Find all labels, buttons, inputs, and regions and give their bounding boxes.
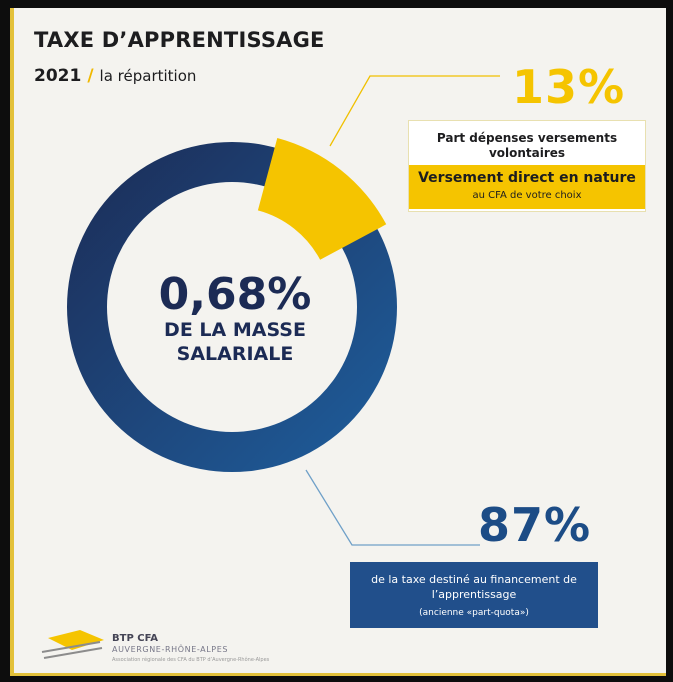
- apprenticeship-note: (ancienne «part-quota»): [419, 608, 529, 618]
- page-title: TAXE D’APPRENTISSAGE: [34, 28, 325, 52]
- percentage-13: 13%: [512, 60, 626, 114]
- connector-line-87: [305, 469, 480, 546]
- subtitle-label: la répartition: [99, 67, 197, 85]
- logo-tagline: Association régionale des CFA du BTP d’A…: [112, 657, 270, 663]
- logo-region: AUVERGNE-RHÔNE-ALPES: [112, 645, 229, 654]
- center-percentage: 0,68%: [158, 269, 312, 320]
- year: 2021: [34, 66, 82, 86]
- connector-line-13: [329, 75, 500, 147]
- center-line-2: SALARIALE: [176, 343, 294, 365]
- percentage-87: 87%: [478, 498, 592, 552]
- apprenticeship-info-box: de la taxe destiné au financement de l’a…: [350, 562, 598, 628]
- donut-segment-voluntary: [257, 137, 387, 260]
- voluntary-highlight: Versement direct en nature: [418, 170, 636, 186]
- slash-separator: /: [87, 66, 94, 86]
- subtitle: 2021/ la répartition: [34, 66, 196, 86]
- logo-name: BTP CFA: [112, 633, 159, 644]
- voluntary-detail: au CFA de votre choix: [472, 190, 582, 201]
- center-label: 0,68% DE LA MASSE SALARIALE: [120, 272, 350, 366]
- voluntary-title: Part dépenses versements volontaires: [436, 131, 618, 160]
- apprenticeship-text: de la taxe destiné au financement de l’a…: [371, 573, 577, 601]
- btp-cfa-logo-icon: [41, 630, 104, 659]
- center-line-1: DE LA MASSE: [164, 319, 306, 341]
- voluntary-highlight-band: Versement direct en nature au CFA de vot…: [409, 165, 645, 209]
- voluntary-info-box: Part dépenses versements volontaires Ver…: [408, 120, 646, 212]
